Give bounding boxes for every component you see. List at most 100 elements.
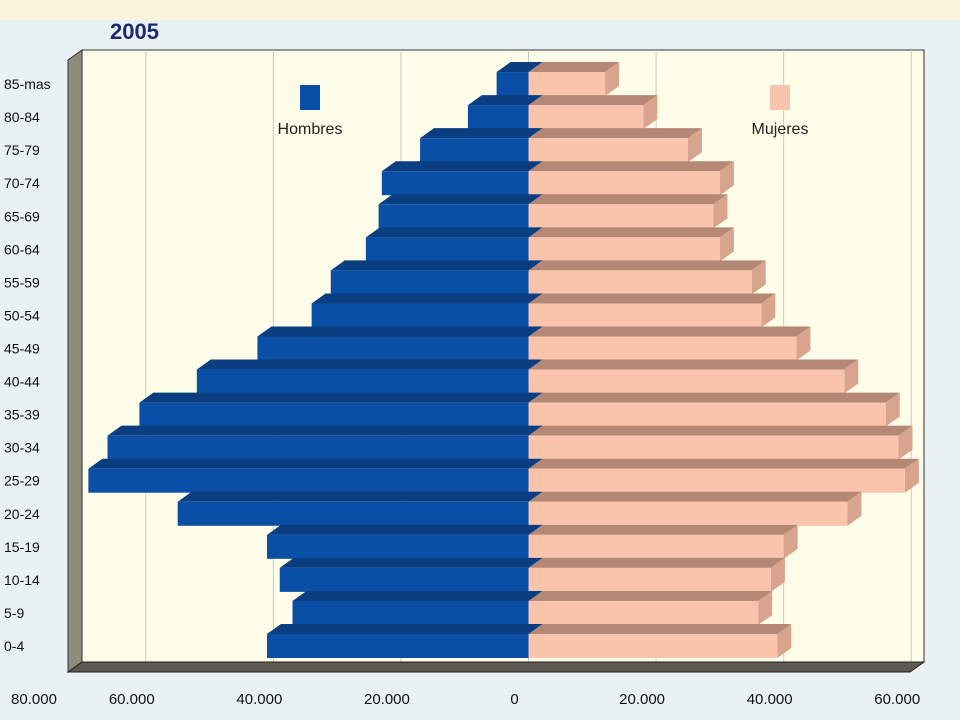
- bar-mujeres: [528, 435, 899, 460]
- x-tick-label: 60.000: [874, 691, 920, 708]
- bar-mujeres-top: [528, 491, 862, 502]
- category-label: 70-74: [4, 175, 40, 191]
- bar-hombres-top: [378, 194, 543, 205]
- bar-mujeres-top: [528, 557, 785, 568]
- bar-mujeres-top: [528, 260, 766, 271]
- bar-mujeres: [528, 600, 759, 625]
- bar-hombres-top: [266, 624, 543, 634]
- legend-label-mujeres: Mujeres: [752, 121, 809, 138]
- top-band: [0, 0, 960, 20]
- x-tick-label: 60.000: [109, 691, 155, 708]
- bar-hombres-top: [420, 128, 543, 139]
- bar-mujeres-top: [528, 128, 702, 139]
- bar-mujeres-side: [719, 161, 734, 196]
- bar-mujeres: [528, 501, 848, 526]
- bar-hombres: [378, 204, 529, 229]
- bar-mujeres: [528, 534, 784, 559]
- bar-hombres-top: [107, 425, 543, 436]
- bar-hombres-top: [311, 293, 543, 304]
- category-label: 5-9: [4, 605, 24, 621]
- x-tick-label: 80.000: [11, 691, 57, 708]
- category-label: 25-29: [4, 473, 40, 489]
- bar-mujeres-top: [528, 293, 776, 304]
- bar-hombres: [496, 72, 529, 97]
- x-tick-label: 0: [510, 691, 518, 708]
- bar-hombres: [266, 634, 529, 658]
- bar-mujeres-side: [713, 194, 728, 229]
- bar-mujeres-top: [528, 624, 792, 634]
- bar-mujeres-top: [528, 524, 798, 535]
- category-label: 10-14: [4, 572, 40, 588]
- bar-hombres: [311, 303, 529, 328]
- bar-mujeres-side: [605, 62, 620, 97]
- category-label: 65-69: [4, 208, 40, 224]
- bar-hombres-top: [381, 161, 543, 172]
- bar-hombres: [420, 138, 529, 163]
- bar-mujeres-side: [844, 359, 859, 394]
- bar-mujeres: [528, 105, 644, 130]
- bar-mujeres-side: [847, 491, 862, 526]
- x-tick-label: 40.000: [236, 691, 282, 708]
- bar-hombres-top: [196, 359, 543, 370]
- category-label: 55-59: [4, 274, 40, 290]
- bar-mujeres-side: [761, 293, 776, 328]
- x-tick-label: 20.000: [619, 691, 665, 708]
- bar-mujeres: [528, 303, 762, 328]
- bar-mujeres-side: [758, 590, 773, 625]
- bar-mujeres-side: [904, 458, 919, 493]
- bar-hombres: [177, 501, 529, 526]
- chart-title: 2005: [110, 19, 159, 44]
- category-label: 45-49: [4, 341, 40, 357]
- legend-label-hombres: Hombres: [278, 121, 343, 138]
- bar-mujeres-side: [687, 128, 702, 163]
- bar-hombres-top: [330, 260, 543, 271]
- bar-hombres: [292, 600, 529, 625]
- bar-mujeres-side: [898, 425, 913, 460]
- legend-swatch-mujeres: [770, 85, 790, 110]
- bar-hombres-top: [467, 95, 543, 106]
- x-tick-label: 20.000: [364, 691, 410, 708]
- bar-hombres: [279, 567, 529, 592]
- bar-mujeres: [528, 237, 720, 262]
- bar-mujeres-top: [528, 95, 658, 106]
- bar-mujeres-top: [528, 392, 900, 403]
- bar-mujeres: [528, 204, 714, 229]
- bar-hombres-top: [266, 524, 543, 535]
- bar-hombres-top: [496, 62, 543, 73]
- bar-mujeres-side: [719, 227, 734, 262]
- bar-hombres-top: [88, 458, 543, 469]
- bar-mujeres: [528, 336, 797, 361]
- bar-mujeres-top: [528, 425, 913, 436]
- bar-hombres-top: [177, 491, 543, 502]
- bar-mujeres-side: [796, 326, 811, 361]
- bar-hombres: [330, 270, 529, 295]
- bar-mujeres-top: [528, 62, 620, 73]
- category-label: 60-64: [4, 241, 40, 257]
- bar-mujeres-side: [777, 624, 792, 658]
- category-label: 50-54: [4, 307, 40, 323]
- floor: [66, 661, 926, 673]
- category-label: 40-44: [4, 374, 40, 390]
- category-label: 80-84: [4, 109, 40, 125]
- bar-mujeres-side: [751, 260, 766, 295]
- category-label: 85-mas: [4, 76, 51, 92]
- legend-swatch-hombres: [300, 85, 320, 110]
- bar-mujeres: [528, 468, 905, 493]
- bar-mujeres-top: [528, 161, 734, 172]
- bar-mujeres: [528, 402, 886, 427]
- bar-hombres: [88, 468, 529, 493]
- bar-mujeres-side: [643, 95, 658, 130]
- bar-mujeres-top: [528, 458, 919, 469]
- bar-hombres: [365, 237, 529, 262]
- bar-hombres: [257, 336, 529, 361]
- bar-mujeres: [528, 138, 688, 163]
- bar-hombres: [266, 534, 529, 559]
- bar-mujeres: [528, 270, 752, 295]
- bar-hombres: [381, 171, 529, 196]
- bar-mujeres-side: [783, 524, 798, 559]
- bar-hombres-top: [279, 557, 543, 568]
- category-label: 35-39: [4, 407, 40, 423]
- bar-hombres: [139, 402, 529, 427]
- category-label: 30-34: [4, 440, 40, 456]
